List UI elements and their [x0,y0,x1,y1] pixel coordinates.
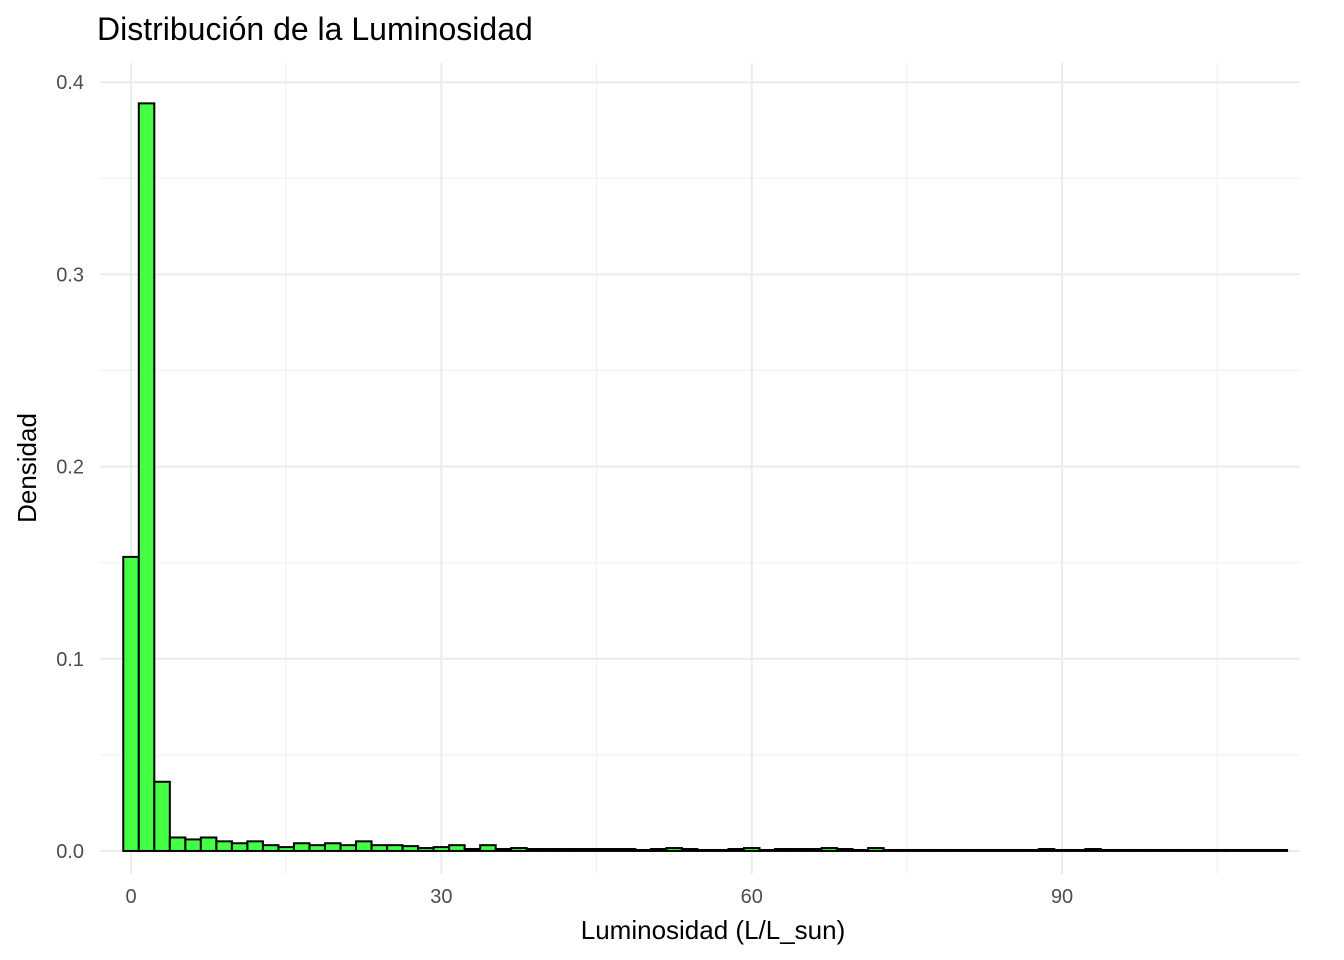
histogram-bar [401,845,420,852]
histogram-bar [1130,848,1149,852]
histogram-bar [758,848,777,852]
histogram-bar [153,780,171,852]
histogram-bar [1053,848,1071,852]
histogram-bar [510,847,528,852]
histogram-bar [556,848,575,852]
histogram-bar [711,848,730,852]
histogram-bar [432,846,451,852]
histogram-bar [587,848,606,852]
histogram-bar [1099,848,1118,852]
histogram-bar [479,844,497,852]
histogram-bar [742,847,761,852]
histogram-bar [386,844,404,852]
histogram-bar [1239,848,1258,852]
histogram-bar [122,555,140,852]
histogram-bar [696,848,714,852]
histogram-bar [649,848,668,852]
x-tick-label: 60 [741,886,763,908]
histogram-bar [324,842,342,852]
histogram-bar [277,846,295,852]
x-tick-label: 30 [430,886,452,908]
histogram-bar [851,848,870,852]
histogram-bar [820,847,839,852]
histogram-bar [137,102,156,852]
histogram-bar [1084,848,1102,852]
histogram-bar [898,848,916,852]
chart-title: Distribución de la Luminosidad [97,11,533,47]
histogram-bar [991,848,1009,852]
histogram-bar [1192,848,1211,852]
grid [100,63,1300,874]
histogram-bar [1270,848,1289,852]
histogram-bar [1115,848,1133,852]
x-axis-title: Luminosidad (L/L_sun) [581,915,846,945]
histogram-bar [168,836,187,852]
histogram-bar [774,848,792,852]
histogram-bar [944,848,963,852]
histogram-bar [572,848,590,852]
histogram-bar [1161,848,1180,852]
histogram-bar [1177,848,1195,852]
histogram-bar [1255,848,1273,852]
histogram-bar [1208,848,1227,852]
histogram-bar [215,840,233,852]
histogram-bar [665,847,683,852]
histogram-bar [618,848,637,852]
y-tick-label: 0.1 [56,649,84,671]
y-tick-label: 0.4 [56,72,84,94]
y-tick-label: 0.3 [56,264,84,286]
histogram-bar [960,848,978,852]
histogram-bar [836,848,854,852]
histogram-bar [603,848,621,852]
histogram-bar [1022,848,1040,852]
x-axis-ticks: 0 30 60 90 [125,886,1073,908]
y-axis-ticks: 0.0 0.1 0.2 0.3 0.4 [56,72,84,863]
x-tick-label: 90 [1051,886,1073,908]
histogram-bar [867,847,885,852]
histogram-bar [975,848,994,852]
histogram-bar [1006,848,1025,852]
histogram-bar [913,848,932,852]
histogram-bar [417,847,435,852]
histogram-bar [199,836,218,852]
histogram-bar [261,844,280,852]
histogram-bar [525,848,544,852]
histogram-bar [355,840,373,852]
histogram-bar [882,848,901,852]
y-tick-label: 0.2 [56,457,84,479]
histogram-bar [308,844,326,852]
histogram-bar [230,842,249,852]
histogram-bar [680,848,699,852]
y-axis-title: Densidad [12,413,42,523]
y-tick-label: 0.0 [56,841,84,863]
histogram-bar [370,844,389,852]
histogram-bar [292,842,311,852]
histogram-bar [448,844,466,852]
histogram-bar [1146,848,1164,852]
histogram-bar [727,848,745,852]
x-tick-label: 0 [125,886,136,908]
histogram-bar [789,848,808,852]
histogram-bar [805,848,823,852]
histogram-bar [1224,848,1242,852]
histogram-bar [1068,848,1087,852]
histogram-bar [1037,848,1056,852]
bars [122,102,1289,852]
histogram-bar [541,848,559,852]
histogram-bar [634,848,652,852]
histogram-bar [494,848,513,852]
histogram-bar [184,838,202,852]
histogram-bar [463,848,482,852]
histogram-bar [929,848,947,852]
histogram-bar [339,844,358,852]
histogram-bar [246,840,264,852]
